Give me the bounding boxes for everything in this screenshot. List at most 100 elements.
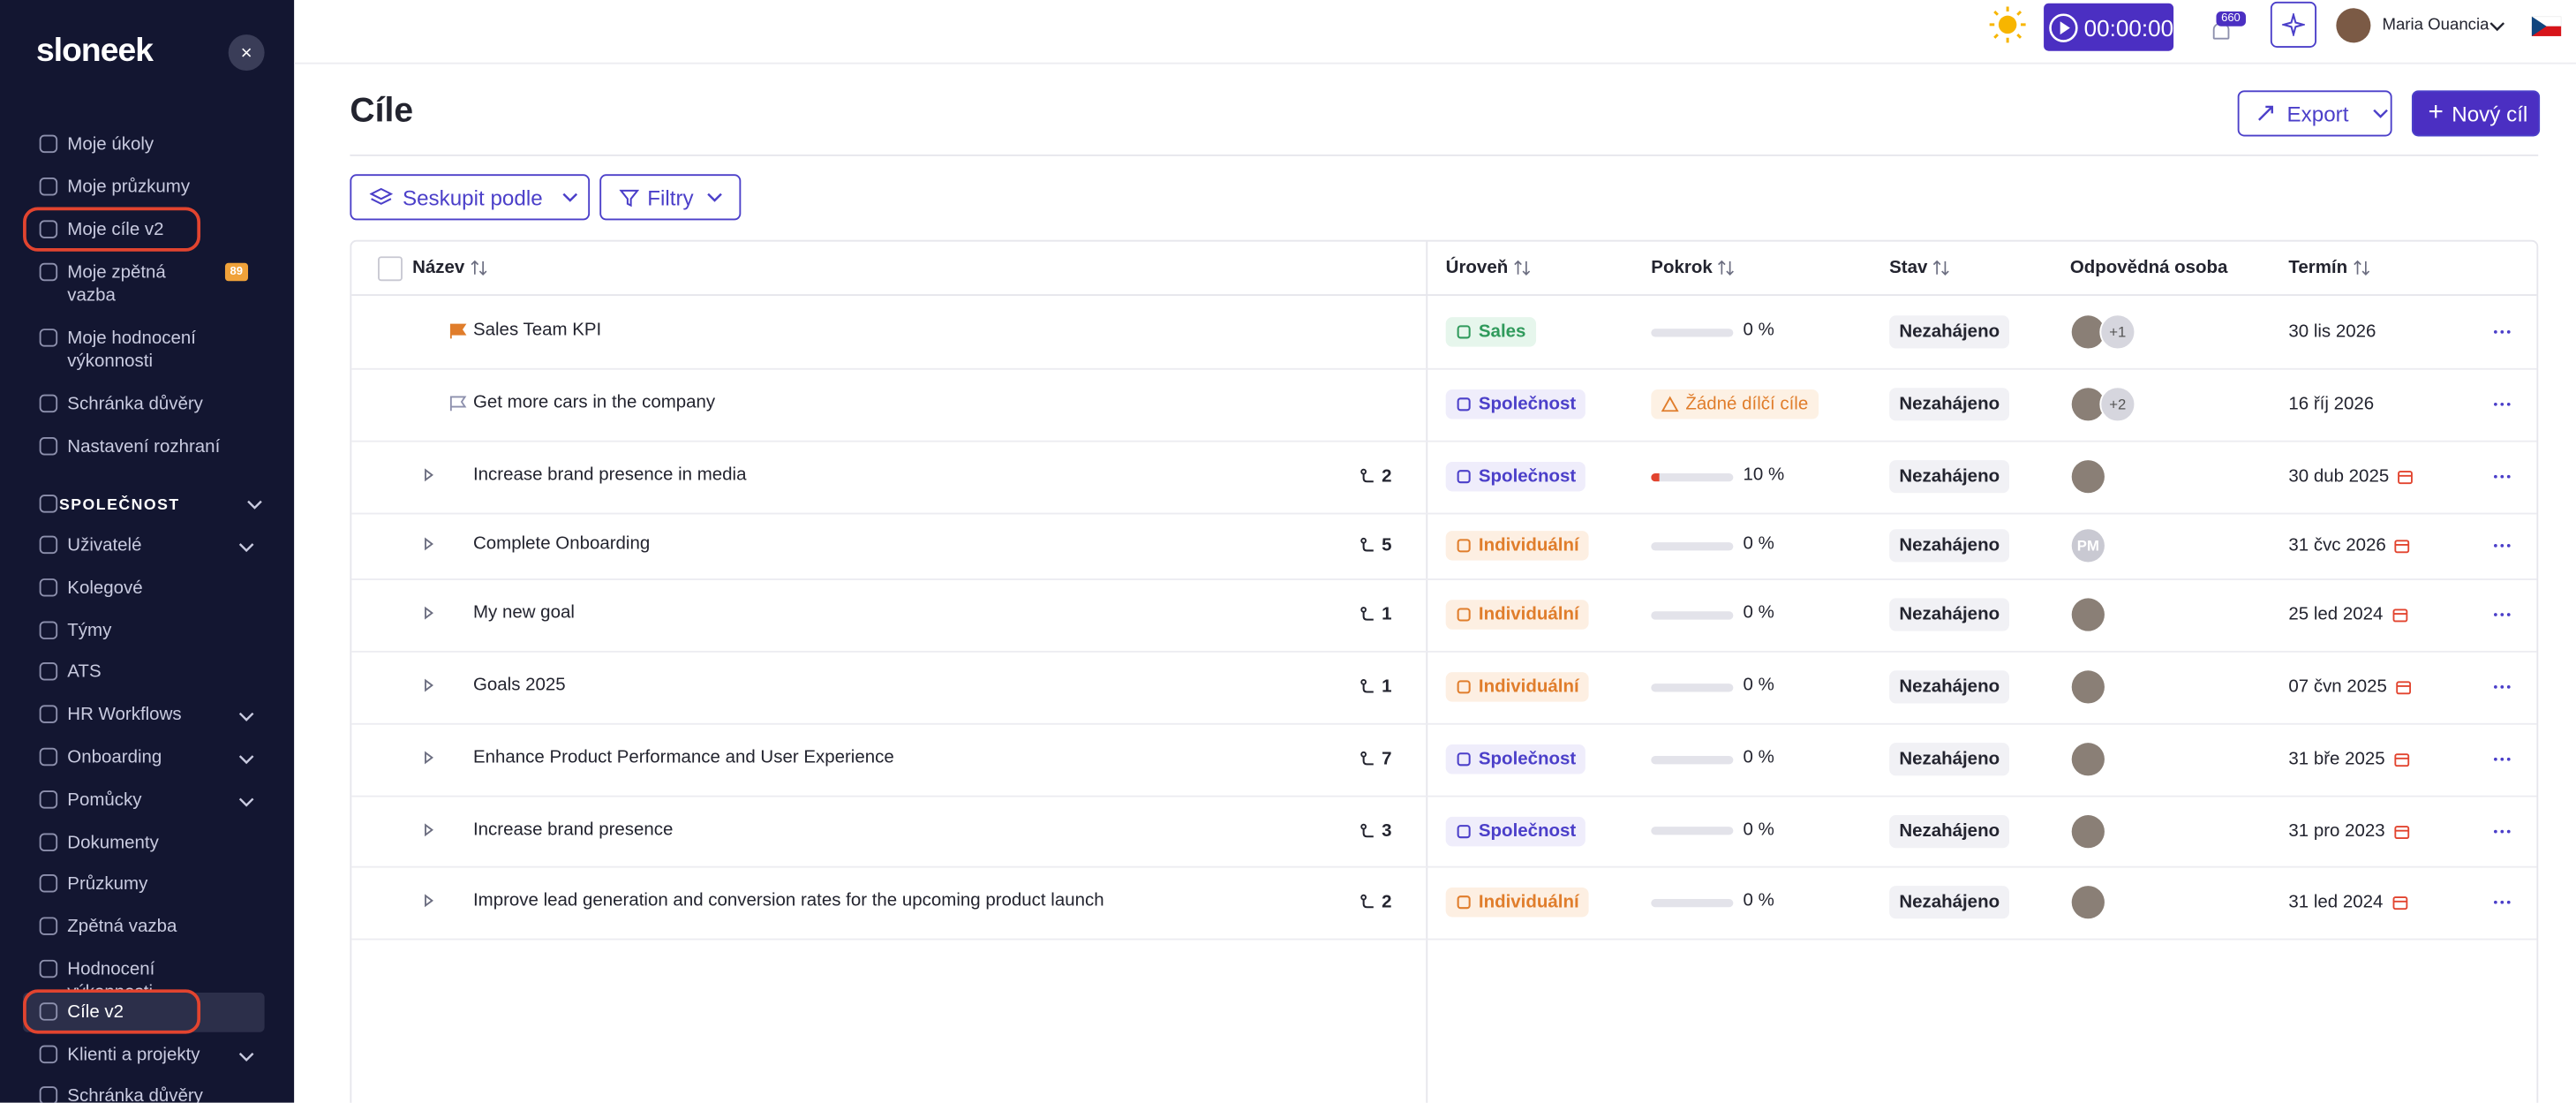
status-badge: Nezahájeno	[1889, 743, 2010, 776]
row-menu[interactable]	[2492, 827, 2512, 834]
nav-icon	[39, 1086, 58, 1103]
nav-item[interactable]: Moje hodnocení výkonnosti	[67, 329, 196, 372]
avatar[interactable]	[2071, 460, 2105, 494]
user-name[interactable]: Maria Ouancia	[2382, 16, 2489, 35]
column-header[interactable]: Úroveň	[1446, 242, 1532, 295]
nav-item[interactable]: Pomůcky	[67, 789, 142, 811]
nav-item[interactable]: Dokumenty	[67, 832, 159, 853]
nav-item[interactable]: Kolegové	[67, 578, 143, 599]
nav-icon	[39, 329, 58, 347]
active-background	[23, 992, 265, 1032]
row-menu[interactable]	[2492, 542, 2512, 548]
subgoal-count: 5	[1360, 529, 1391, 562]
goal-name[interactable]: Sales Team KPI	[472, 320, 602, 341]
goal-name[interactable]: Increase brand presence	[472, 819, 674, 840]
goal-name[interactable]: Complete Onboarding	[472, 533, 651, 555]
subgoal-count: 2	[1360, 460, 1391, 493]
subgoal-count: 1	[1360, 670, 1391, 703]
avatar[interactable]: PM	[2071, 529, 2105, 563]
ai-button[interactable]	[2270, 1, 2317, 48]
expand-toggle[interactable]	[422, 821, 435, 838]
timer[interactable]: 00:00:00	[2044, 3, 2174, 51]
filters-button[interactable]: Filtry	[599, 174, 742, 221]
goal-name[interactable]: Goals 2025	[472, 675, 566, 696]
column-header[interactable]: Název	[412, 242, 487, 295]
nav-item[interactable]: Cíle v2	[67, 1001, 124, 1023]
nav-icon	[39, 832, 58, 851]
close-sidebar[interactable]: ×	[228, 34, 265, 72]
nav-item[interactable]: Nastavení rozhraní	[67, 437, 221, 457]
nav-item[interactable]: Onboarding	[67, 747, 162, 768]
subgoal-count: 2	[1360, 886, 1391, 918]
language-flag[interactable]	[2531, 16, 2562, 36]
nav-item[interactable]: Moje zpětná vazba	[67, 262, 166, 306]
nav-item[interactable]: Uživatelé	[67, 535, 142, 556]
nav-item[interactable]: Schránka důvěry	[67, 1086, 203, 1103]
deadline: 16 říj 2026	[2288, 394, 2375, 414]
column-header[interactable]: Termín	[2288, 242, 2370, 295]
expand-toggle[interactable]	[422, 893, 435, 910]
goal-name[interactable]: My new goal	[472, 602, 575, 623]
user-menu-chevron[interactable]	[2489, 19, 2505, 33]
nav-item[interactable]: Schránka důvěry	[67, 394, 203, 414]
column-label: Úroveň	[1445, 258, 1509, 278]
nav-item[interactable]: Zpětná vazba	[67, 917, 177, 938]
row-border	[351, 722, 2537, 725]
theme-toggle[interactable]	[1988, 5, 2026, 43]
avatar[interactable]	[2071, 886, 2105, 919]
row-border	[351, 795, 2537, 797]
row-menu[interactable]	[2492, 473, 2512, 480]
expand-toggle[interactable]	[422, 467, 435, 484]
goal-flag	[448, 395, 467, 412]
goal-name[interactable]: Improve lead generation and conversion r…	[472, 890, 1104, 910]
progress-label: 0 %	[1743, 533, 1774, 555]
nav-item[interactable]: Moje úkoly	[67, 134, 154, 155]
nav-item[interactable]: Týmy	[67, 620, 112, 641]
expand-toggle[interactable]	[422, 677, 435, 694]
nav-item[interactable]: Průzkumy	[67, 874, 148, 895]
level-icon	[1456, 538, 1473, 555]
nav-item[interactable]: Klienti a projekty	[67, 1044, 200, 1065]
level-icon	[1456, 894, 1473, 910]
logo[interactable]: sloneek	[35, 33, 154, 70]
row-menu[interactable]	[2492, 684, 2512, 690]
expand-toggle[interactable]	[422, 536, 435, 553]
select-all[interactable]	[378, 256, 403, 282]
deadline-cell: 25 led 2024	[2288, 598, 2407, 631]
nav-item[interactable]: ATS	[67, 662, 102, 684]
progress-track	[1651, 683, 1734, 691]
avatar[interactable]	[2071, 670, 2105, 704]
nav-icon	[39, 959, 58, 978]
avatar[interactable]	[2071, 743, 2105, 776]
group-by-button[interactable]: Seskupit podle	[350, 174, 591, 221]
export-button[interactable]: Export	[2237, 90, 2392, 137]
new-goal-label: Nový cíl	[2452, 101, 2528, 126]
new-goal-button[interactable]: + Nový cíl	[2411, 90, 2541, 137]
goal-name[interactable]: Enhance Product Performance and User Exp…	[472, 747, 894, 768]
avatar[interactable]	[2071, 598, 2105, 631]
row-menu[interactable]	[2492, 756, 2512, 762]
warning-badge: Žádné dílčí cíle	[1651, 389, 1819, 419]
goal-flag	[448, 322, 467, 340]
avatar-more: +1	[2099, 314, 2136, 351]
nav-item[interactable]: Moje cíle v2	[67, 220, 164, 240]
sort-icon	[470, 260, 487, 276]
avatar[interactable]	[2071, 388, 2105, 421]
nav-item[interactable]: Moje průzkumy	[67, 177, 191, 198]
goal-name[interactable]: Increase brand presence in media	[472, 465, 747, 485]
expand-toggle[interactable]	[422, 605, 435, 622]
avatar[interactable]	[2071, 814, 2105, 848]
column-header[interactable]: Pokrok	[1651, 242, 1735, 295]
goal-name[interactable]: Get more cars in the company	[472, 392, 716, 413]
column-header[interactable]: Stav	[1889, 242, 1950, 295]
row-menu[interactable]	[2492, 899, 2512, 905]
expand-toggle[interactable]	[422, 750, 435, 767]
level-label: Společnost	[1478, 820, 1577, 841]
nav-item[interactable]: HR Workflows	[67, 705, 182, 726]
row-menu[interactable]	[2492, 401, 2512, 407]
row-menu[interactable]	[2492, 329, 2512, 335]
row-menu[interactable]	[2492, 611, 2512, 617]
avatar[interactable]	[2071, 315, 2105, 349]
user-avatar[interactable]	[2336, 8, 2371, 43]
